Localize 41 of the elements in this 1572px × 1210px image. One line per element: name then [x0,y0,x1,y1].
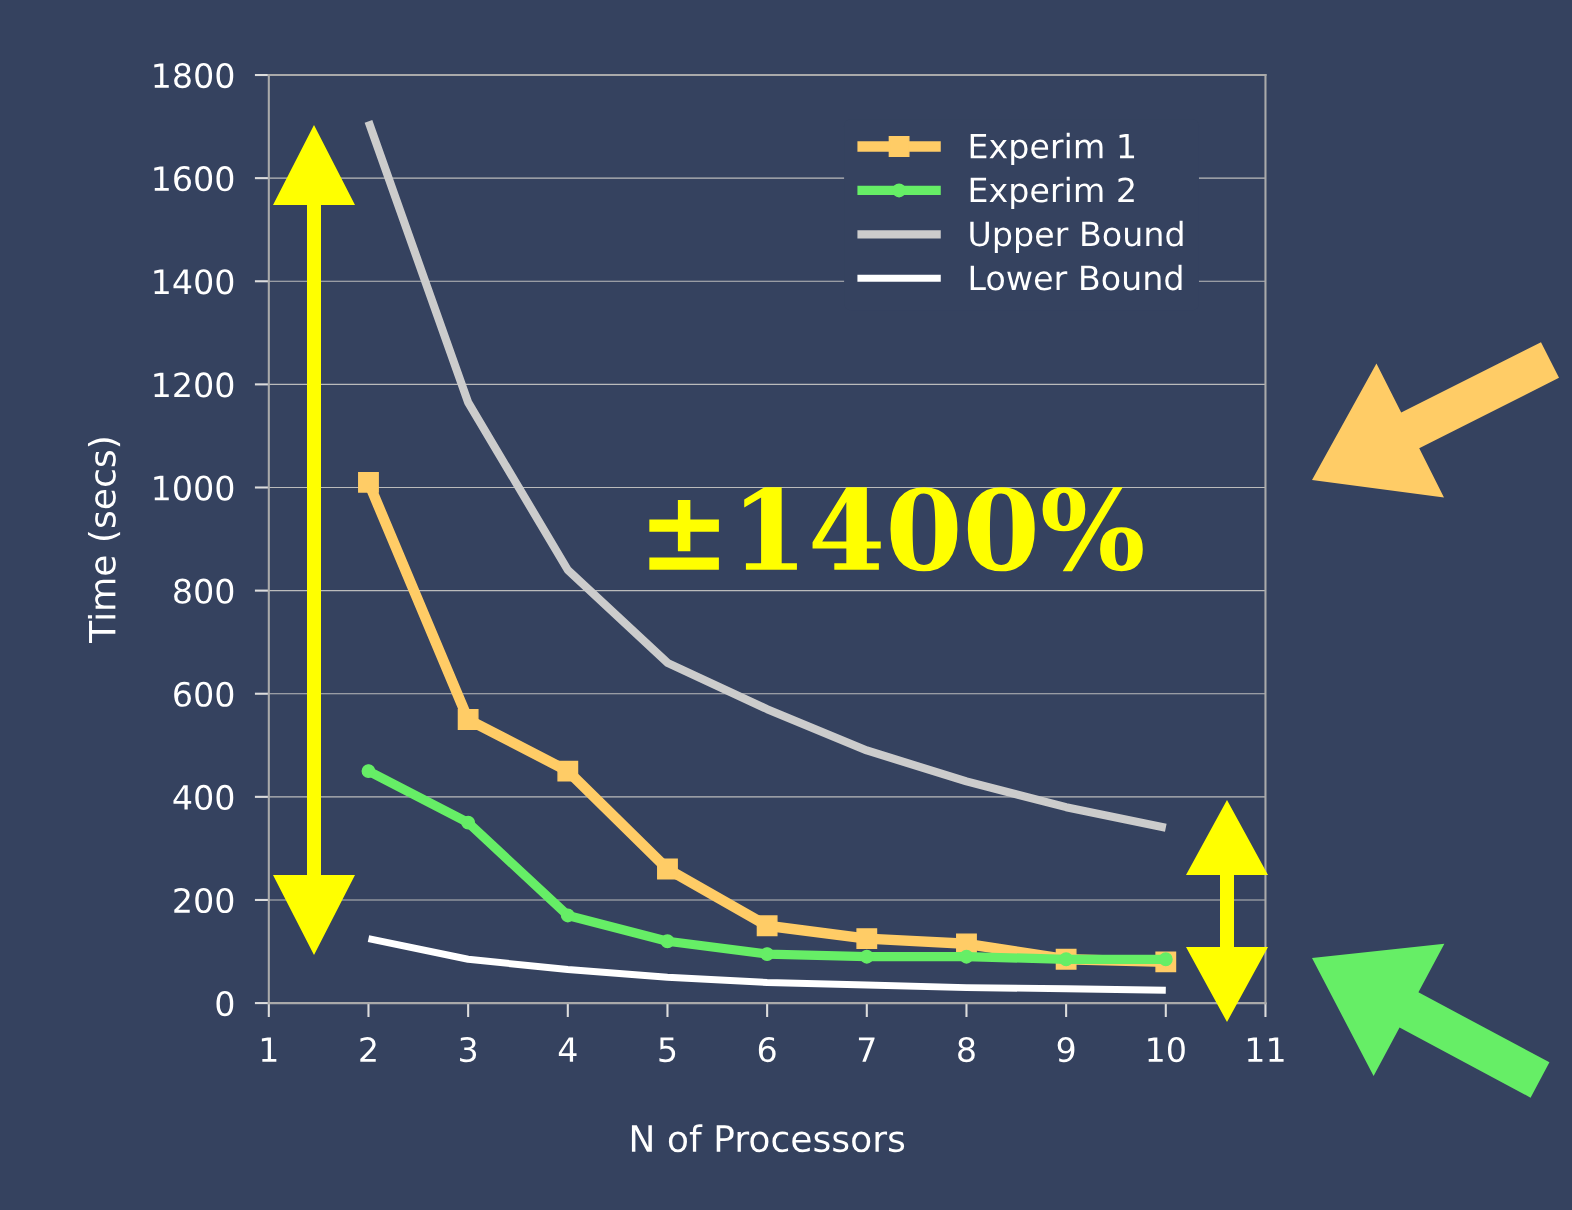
x-axis-title: N of Processors [631,1124,905,1153]
y-tick-label: 200 [174,887,234,914]
legend-label: Experim 1 [970,132,1135,166]
y-tick-label: 1000 [154,475,234,501]
x-tick-label: 9 [1057,1037,1075,1063]
point [361,764,376,779]
x-tick-label: 7 [858,1037,875,1062]
x-tick-label: 2 [360,1037,376,1062]
y-tick-label: 600 [174,681,234,707]
x-tick-label: 1 [261,1037,277,1062]
legend-label: Upper Bound [970,220,1183,253]
legend-label: Experim 2 [970,176,1134,210]
x-tick-label: 5 [659,1037,676,1063]
y-tick-label: 0 [216,991,234,1017]
point [560,908,575,923]
y-tick-label: 1600 [154,166,234,192]
point [756,915,778,937]
x-tick-label: 6 [758,1037,776,1063]
x-tick-label: 3 [460,1037,477,1063]
y-tick-label: 1400 [154,269,234,295]
y-axis-title: Time (secs) [87,438,121,644]
point [657,858,678,880]
x-tick-label: 8 [958,1037,975,1063]
point [457,709,479,730]
point [358,471,379,493]
legend-label: Lower Bound [970,264,1182,291]
point [557,760,579,782]
point [461,815,476,830]
y-tick-label: 400 [173,784,234,810]
y-tick-label: 800 [174,578,234,604]
point [859,949,874,964]
point [856,928,878,950]
x-tick-label: 10 [1148,1037,1185,1063]
point [660,934,675,949]
point [959,949,974,964]
y-tick-label: 1200 [154,372,234,398]
x-tick-label: 11 [1247,1037,1284,1062]
point [760,947,775,962]
annotation: ±1400% [649,487,1143,572]
y-tick-label: 1800 [154,62,234,89]
x-tick-label: 4 [558,1037,577,1062]
